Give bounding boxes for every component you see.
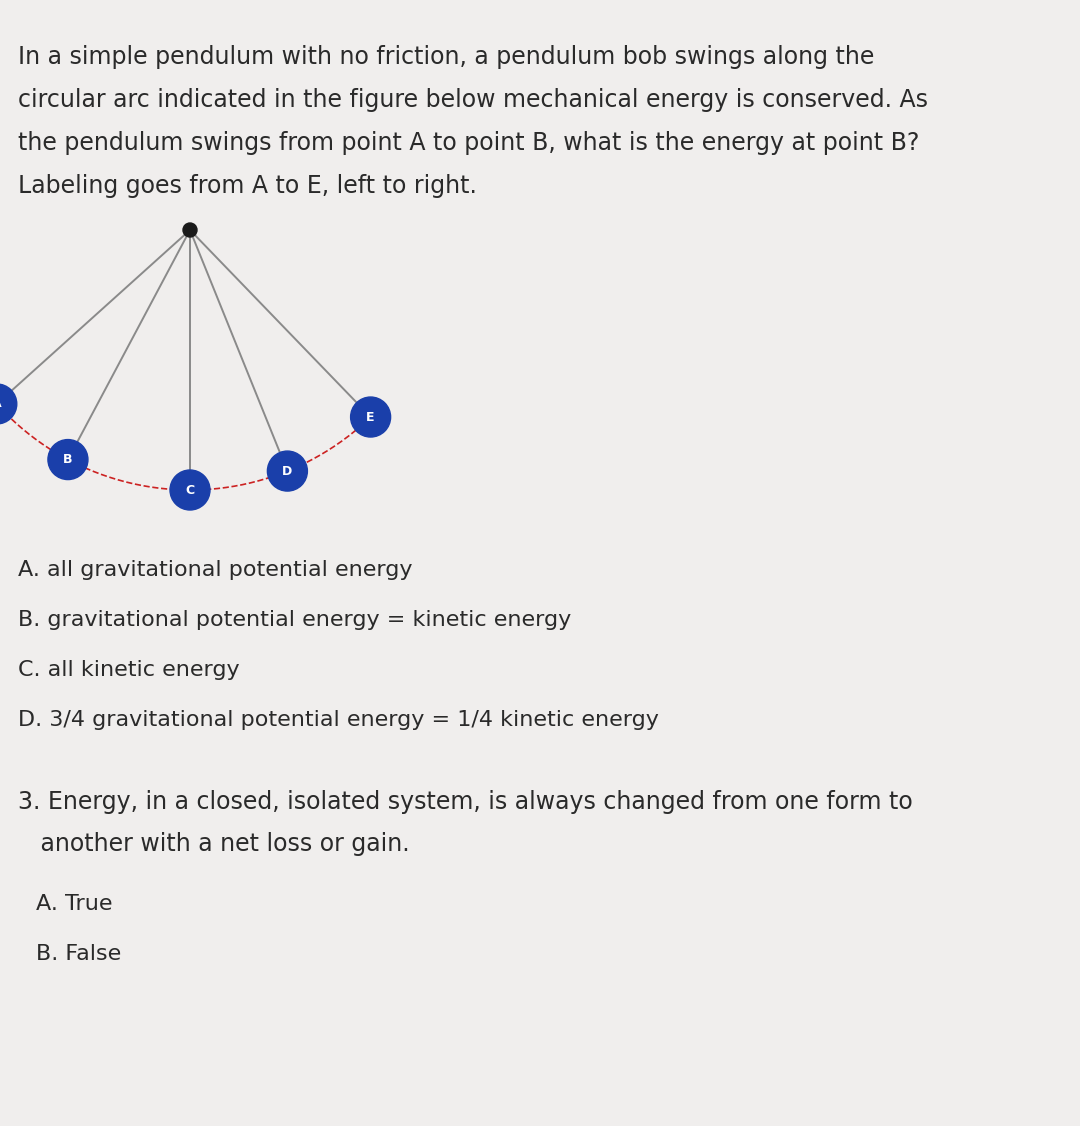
Text: A. True: A. True bbox=[36, 894, 112, 914]
Circle shape bbox=[0, 384, 17, 425]
Circle shape bbox=[170, 470, 210, 510]
Text: A: A bbox=[0, 397, 1, 411]
Text: the pendulum swings from point A to point B, what is the energy at point B?: the pendulum swings from point A to poin… bbox=[18, 131, 919, 155]
Text: D: D bbox=[282, 465, 293, 477]
Text: In a simple pendulum with no friction, a pendulum bob swings along the: In a simple pendulum with no friction, a… bbox=[18, 45, 875, 69]
Circle shape bbox=[48, 439, 87, 480]
Text: D. 3/4 gravitational potential energy = 1/4 kinetic energy: D. 3/4 gravitational potential energy = … bbox=[18, 711, 659, 730]
Text: circular arc indicated in the figure below mechanical energy is conserved. As: circular arc indicated in the figure bel… bbox=[18, 88, 928, 111]
Text: A. all gravitational potential energy: A. all gravitational potential energy bbox=[18, 560, 413, 580]
Circle shape bbox=[351, 397, 391, 437]
Text: B. gravitational potential energy = kinetic energy: B. gravitational potential energy = kine… bbox=[18, 610, 571, 631]
Circle shape bbox=[268, 452, 308, 491]
Text: 3. Energy, in a closed, isolated system, is always changed from one form to: 3. Energy, in a closed, isolated system,… bbox=[18, 790, 913, 814]
Circle shape bbox=[183, 223, 197, 236]
Text: another with a net loss or gain.: another with a net loss or gain. bbox=[18, 832, 409, 856]
Text: Labeling goes from A to E, left to right.: Labeling goes from A to E, left to right… bbox=[18, 175, 477, 198]
Text: E: E bbox=[366, 411, 375, 423]
Text: C. all kinetic energy: C. all kinetic energy bbox=[18, 660, 240, 680]
Text: B. False: B. False bbox=[36, 944, 121, 964]
Text: B: B bbox=[64, 453, 72, 466]
Text: C: C bbox=[186, 483, 194, 497]
